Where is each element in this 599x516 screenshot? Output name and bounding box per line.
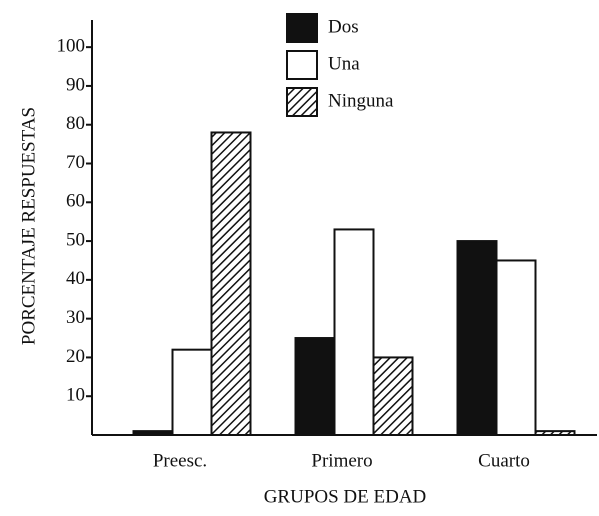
x-tick-label: Preesc. — [153, 450, 207, 471]
y-tick-label: 90 — [66, 74, 85, 95]
bar — [534, 430, 576, 436]
y-tick-label: 10 — [66, 385, 85, 406]
bar — [132, 430, 174, 436]
legend-swatch — [286, 13, 318, 43]
bar — [495, 259, 537, 436]
bar — [333, 228, 375, 436]
y-tick-label: 50 — [66, 229, 85, 250]
bar — [456, 240, 498, 436]
bar — [372, 356, 414, 436]
y-axis-label: PORCENTAJE RESPUESTAS — [18, 107, 39, 345]
y-tick-label: 80 — [66, 113, 85, 134]
legend-swatch — [286, 50, 318, 80]
legend-label: Una — [328, 53, 360, 74]
y-tick-label: 40 — [66, 268, 85, 289]
bar — [171, 348, 213, 436]
bar — [294, 337, 336, 436]
y-tick-label: 70 — [66, 152, 85, 173]
x-axis-label: GRUPOS DE EDAD — [264, 486, 427, 507]
y-tick-label: 30 — [66, 307, 85, 328]
legend-label: Dos — [328, 16, 359, 37]
x-tick-label: Primero — [311, 450, 372, 471]
legend-label: Ninguna — [328, 90, 394, 111]
y-tick-label: 60 — [66, 191, 85, 212]
legend-swatch — [286, 87, 318, 117]
y-tick-label: 100 — [57, 36, 86, 57]
x-tick-label: Cuarto — [478, 450, 530, 471]
bar — [210, 131, 252, 437]
y-tick-label: 20 — [66, 346, 85, 367]
